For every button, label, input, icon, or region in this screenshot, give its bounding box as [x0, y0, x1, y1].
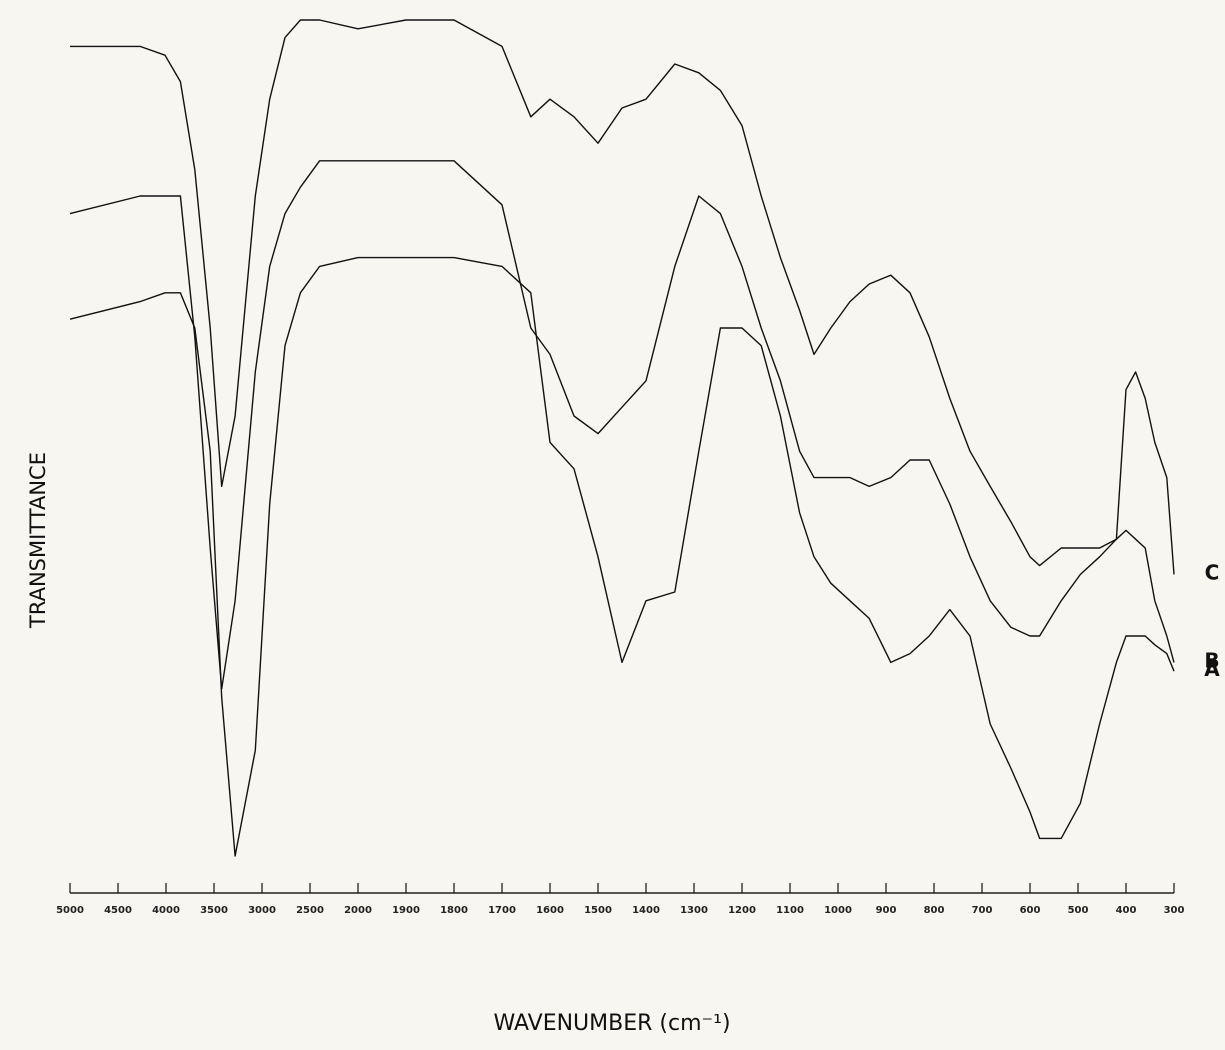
x-tick-label: 1400 [632, 905, 660, 916]
series-label: A [1204, 657, 1220, 681]
x-tick-label: 800 [924, 905, 945, 916]
x-tick-label: 1900 [392, 905, 420, 916]
x-tick-label: 5000 [56, 905, 84, 916]
series-label: C [1205, 560, 1220, 584]
x-tick-label: 1500 [584, 905, 612, 916]
x-tick-label: 300 [1164, 905, 1185, 916]
series-label: B [1204, 648, 1219, 672]
x-tick-label: 600 [1020, 905, 1041, 916]
x-tick-label: 500 [1068, 905, 1089, 916]
x-tick-label: 1200 [728, 905, 756, 916]
spectrum-line [69, 160, 1175, 690]
x-tick-label: 3500 [200, 905, 228, 916]
x-tick-label: 900 [876, 905, 897, 916]
x-tick-label: 1800 [440, 905, 468, 916]
spectrum-line [69, 256, 1175, 857]
y-axis-label: TRANSMITTANCE [26, 452, 50, 629]
x-tick-label: 400 [1116, 905, 1137, 916]
x-tick-label: 4500 [104, 905, 132, 916]
x-tick-label: 1100 [776, 905, 804, 916]
x-tick-label: 2000 [344, 905, 372, 916]
x-tick-label: 700 [972, 905, 993, 916]
spectrum-line [70, 19, 1175, 575]
x-tick-label: 1300 [680, 905, 708, 916]
x-tick-label: 2500 [296, 905, 324, 916]
x-tick-label: 3000 [248, 905, 276, 916]
x-tick-label: 4000 [152, 905, 180, 916]
x-tick-label: 1700 [488, 905, 516, 916]
x-tick-label: 1600 [536, 905, 564, 916]
x-tick-label: 1000 [824, 905, 852, 916]
x-axis-label: WAVENUMBER (cm⁻¹) [493, 1011, 730, 1036]
